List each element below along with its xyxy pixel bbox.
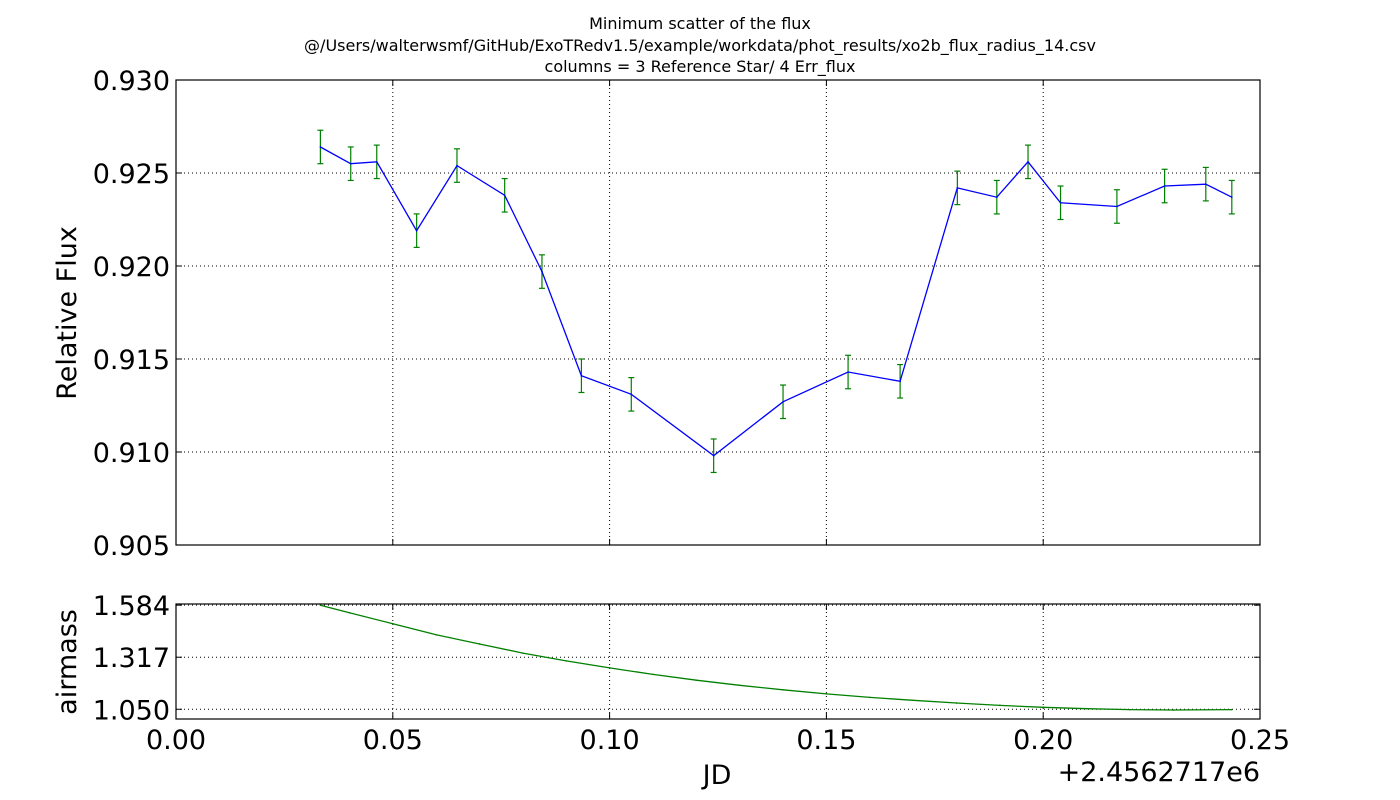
airmass-data-point	[868, 696, 871, 699]
airmass-x-tick-label: 0.10	[580, 725, 640, 756]
airmass-x-tick-label: 0.15	[796, 725, 856, 756]
airmass-data-point	[1231, 708, 1233, 711]
flux-data-point	[319, 146, 322, 148]
flux-y-tick-label: 0.915	[93, 345, 170, 376]
flux-data-point	[415, 229, 418, 232]
x-axis-label: JD	[701, 760, 732, 791]
flux-data-point	[1163, 185, 1166, 187]
airmass-data-point	[738, 684, 741, 687]
flux-y-tick-label: 0.905	[93, 531, 170, 562]
airmass-data-point	[695, 679, 698, 682]
figure-title-line-1: Minimum scatter of the flux	[589, 14, 811, 33]
flux-data-point	[541, 270, 543, 273]
flux-data-point	[782, 400, 784, 403]
flux-series-line	[320, 146, 1233, 457]
airmass-frame	[175, 603, 1261, 720]
flux-data-point	[996, 196, 998, 198]
flux-ylabel: Relative Flux	[52, 226, 83, 400]
airmass-data-point	[1129, 708, 1131, 711]
airmass-data-point	[652, 673, 654, 676]
flux-data-point	[503, 194, 506, 197]
airmass-y-tick-label: 1.317	[93, 643, 170, 674]
flux-data-point	[375, 161, 378, 163]
flux-y-tick-label: 0.930	[93, 66, 170, 97]
airmass-x-tick-label: 0.00	[146, 725, 206, 756]
airmass-data-point	[565, 660, 568, 662]
airmass-ylabel: airmass	[52, 609, 83, 715]
airmass-data-point	[955, 702, 958, 704]
flux-data-point	[956, 187, 959, 189]
figure-title-line-3: columns = 3 Reference Star/ 4 Err_flux	[544, 57, 856, 76]
airmass-data-point	[999, 704, 1001, 707]
flux-y-tick-label: 0.910	[93, 438, 170, 469]
airmass-series-line	[320, 604, 1232, 711]
airmass-x-tick-label: 0.25	[1230, 725, 1290, 756]
airmass-data-point	[522, 652, 524, 654]
x-offset-label: +2.4562717e6	[1058, 757, 1260, 788]
flux-data-point	[1027, 161, 1029, 163]
airmass-data-point	[392, 622, 394, 625]
airmass-data-point	[478, 643, 481, 645]
flux-panel: 0.905 0.910 0.915 0.920 0.925 0.930	[93, 66, 1261, 562]
airmass-data-point	[319, 604, 322, 606]
airmass-y-tick-label: 1.584	[93, 591, 170, 622]
airmass-y-tick-label: 1.050	[93, 695, 170, 726]
flux-y-tick-label: 0.925	[93, 159, 170, 190]
flux-data-point	[1231, 196, 1233, 198]
airmass-x-tick-label: 0.05	[363, 725, 423, 756]
airmass-data-point	[435, 633, 437, 636]
flux-data-point	[580, 374, 583, 377]
flux-y-tick-label: 0.920	[93, 252, 170, 283]
flux-data-point	[712, 454, 715, 457]
flux-data-point	[847, 371, 849, 373]
flux-data-point	[1059, 201, 1062, 204]
figure-title-line-2: @/Users/walterwsmf/GitHub/ExoTRedv1.5/ex…	[304, 36, 1096, 55]
flux-data-point	[1116, 205, 1118, 208]
airmass-data-point	[912, 699, 914, 702]
airmass-x-tick-label: 0.20	[1013, 725, 1073, 756]
airmass-data-point	[348, 611, 351, 614]
flux-data-point	[630, 393, 633, 396]
flux-data-point	[349, 162, 352, 165]
flux-data-point	[1205, 183, 1207, 185]
flux-data-point	[456, 164, 458, 167]
airmass-data-point	[608, 667, 611, 669]
flux-data-point	[899, 380, 901, 383]
airmass-data-point	[1085, 707, 1088, 710]
airmass-data-point	[1042, 706, 1044, 709]
airmass-data-point	[825, 693, 828, 695]
flux-frame	[175, 79, 1261, 546]
airmass-data-point	[782, 688, 784, 691]
airmass-panel: 0.00 0.05 0.10 0.15 0.20 0.25 1.050 1.317 1.584	[93, 591, 1290, 756]
airmass-data-point	[1172, 709, 1175, 711]
